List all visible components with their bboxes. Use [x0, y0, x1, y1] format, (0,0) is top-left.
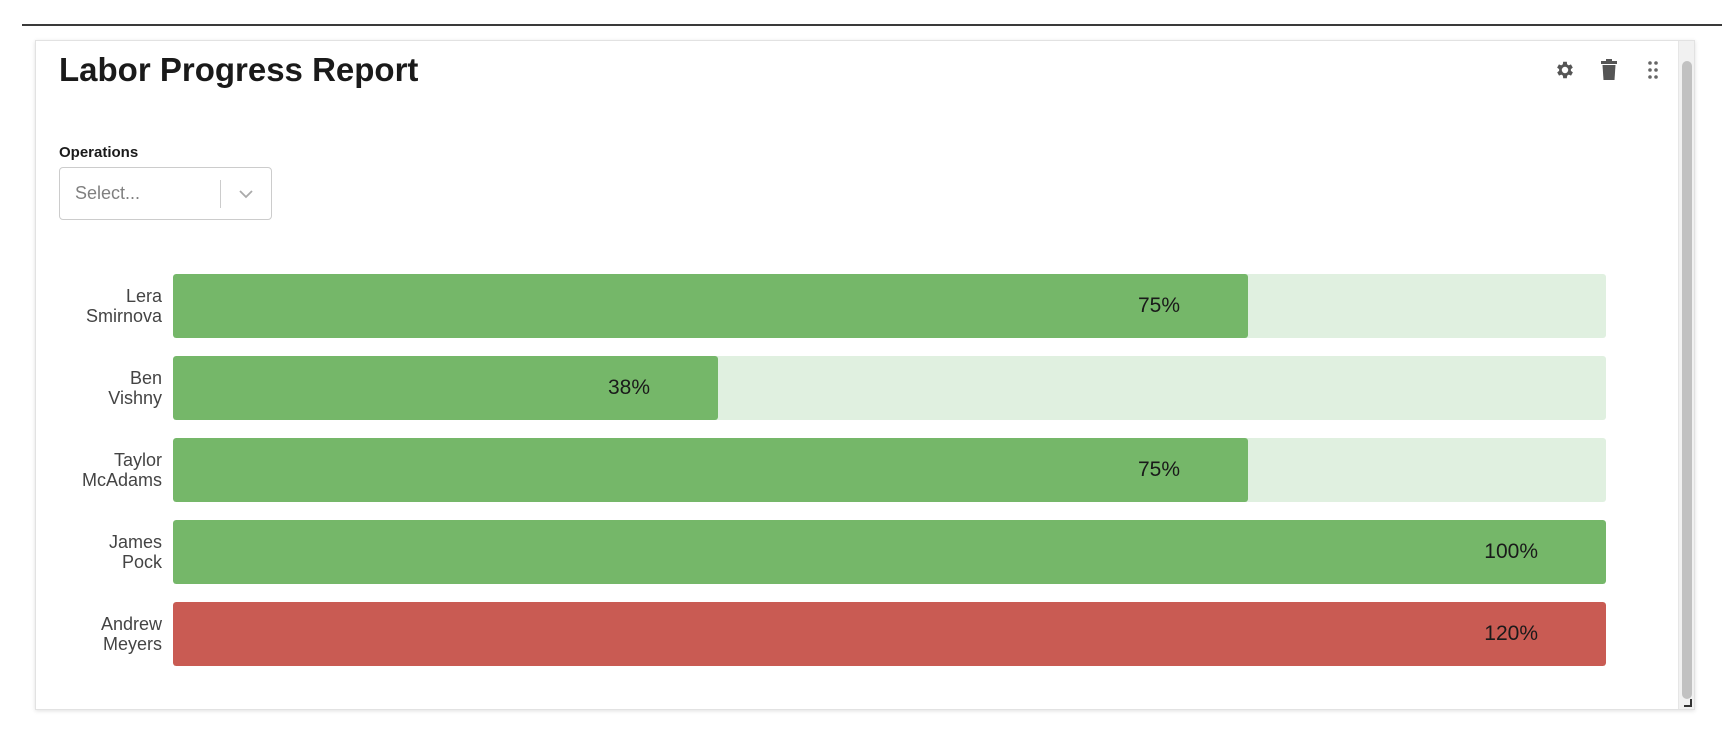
progress-track: 38% [173, 356, 1606, 420]
progress-track: 100% [173, 520, 1606, 584]
employee-name: Lera Smirnova [36, 286, 162, 326]
gear-icon[interactable] [1552, 57, 1578, 83]
labor-progress-widget: Labor Progress Report Operations Select.… [35, 40, 1695, 710]
vertical-scrollbar[interactable] [1678, 41, 1694, 709]
select-separator [220, 179, 221, 208]
chevron-down-icon[interactable] [221, 189, 271, 199]
employee-name-line: Vishny [108, 388, 162, 408]
operations-select[interactable]: Select... [59, 167, 272, 220]
progress-row: James Pock 100% [36, 520, 1694, 584]
employee-name-line: Ben [129, 368, 162, 388]
progress-value-label: 75% [1137, 458, 1180, 481]
progress-track: 120% [173, 602, 1606, 666]
employee-name-line: Lera [125, 286, 162, 306]
progress-fill [173, 602, 1606, 666]
progress-fill [173, 274, 1248, 338]
resize-handle-icon[interactable] [1684, 699, 1692, 707]
progress-value-label: 75% [1137, 294, 1180, 317]
employee-name-line: Smirnova [85, 306, 162, 326]
operations-label: Operations [59, 144, 139, 161]
employee-name: Andrew Meyers [36, 614, 162, 654]
progress-fill [173, 438, 1248, 502]
employee-name-line: Taylor [113, 450, 162, 470]
employee-name-line: Pock [121, 552, 162, 572]
progress-fill [173, 520, 1606, 584]
widget-title: Labor Progress Report [59, 51, 419, 88]
employee-name: Ben Vishny [36, 368, 162, 408]
progress-row: Taylor McAdams 75% [36, 438, 1694, 502]
progress-value-label: 120% [1484, 622, 1538, 645]
employee-name: James Pock [36, 532, 162, 572]
progress-row: Lera Smirnova 75% [36, 274, 1694, 338]
widget-toolbar [1552, 57, 1666, 83]
employee-name-line: Meyers [102, 634, 162, 654]
employee-name: Taylor McAdams [36, 450, 162, 490]
drag-handle-icon[interactable] [1640, 57, 1666, 83]
progress-value-label: 100% [1484, 540, 1538, 563]
progress-track: 75% [173, 438, 1606, 502]
trash-icon[interactable] [1596, 57, 1622, 83]
scrollbar-thumb[interactable] [1682, 61, 1692, 699]
employee-name-line: Andrew [100, 614, 162, 634]
progress-fill [173, 356, 718, 420]
employee-name-line: McAdams [81, 470, 162, 490]
employee-name-line: James [108, 532, 162, 552]
progress-row: Ben Vishny 38% [36, 356, 1694, 420]
operations-select-placeholder: Select... [75, 183, 141, 203]
top-divider [22, 24, 1722, 26]
progress-track: 75% [173, 274, 1606, 338]
progress-value-label: 38% [607, 376, 650, 399]
progress-row: Andrew Meyers 120% [36, 602, 1694, 666]
